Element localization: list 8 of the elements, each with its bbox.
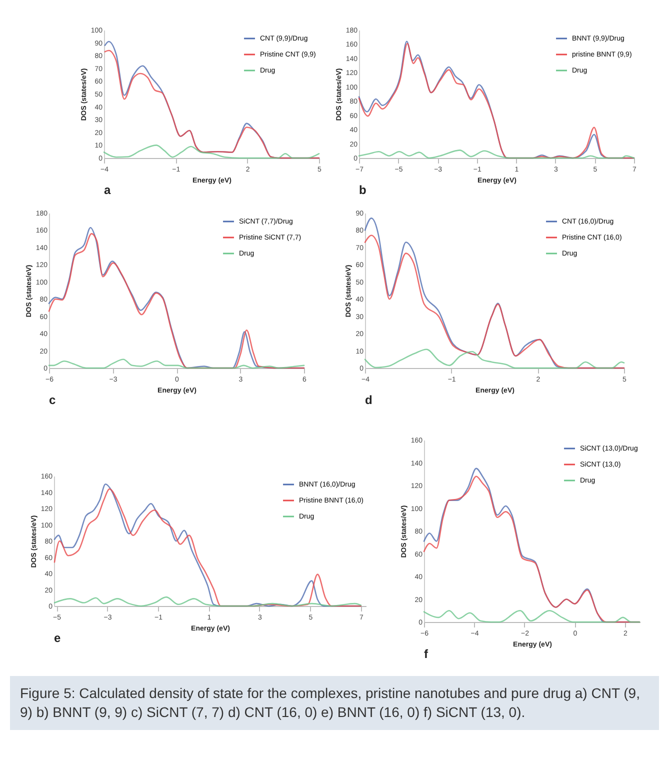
text: f	[424, 647, 429, 661]
line-series	[54, 596, 362, 607]
text: b	[359, 183, 366, 197]
text: a	[104, 183, 111, 197]
text: e	[54, 631, 61, 645]
caption: Figure 5: Calculated density of state for the complexes, pristine nanotubes and pure drug a) CNT (9, 9) b) BNNT (9, 9) c) SiCNT (7, 7) d) CNT (16, 0) e) BNNT (16, 0) f) SiCNT (13, 0).	[20, 684, 641, 722]
text: d	[365, 393, 372, 407]
text: c	[49, 393, 56, 407]
